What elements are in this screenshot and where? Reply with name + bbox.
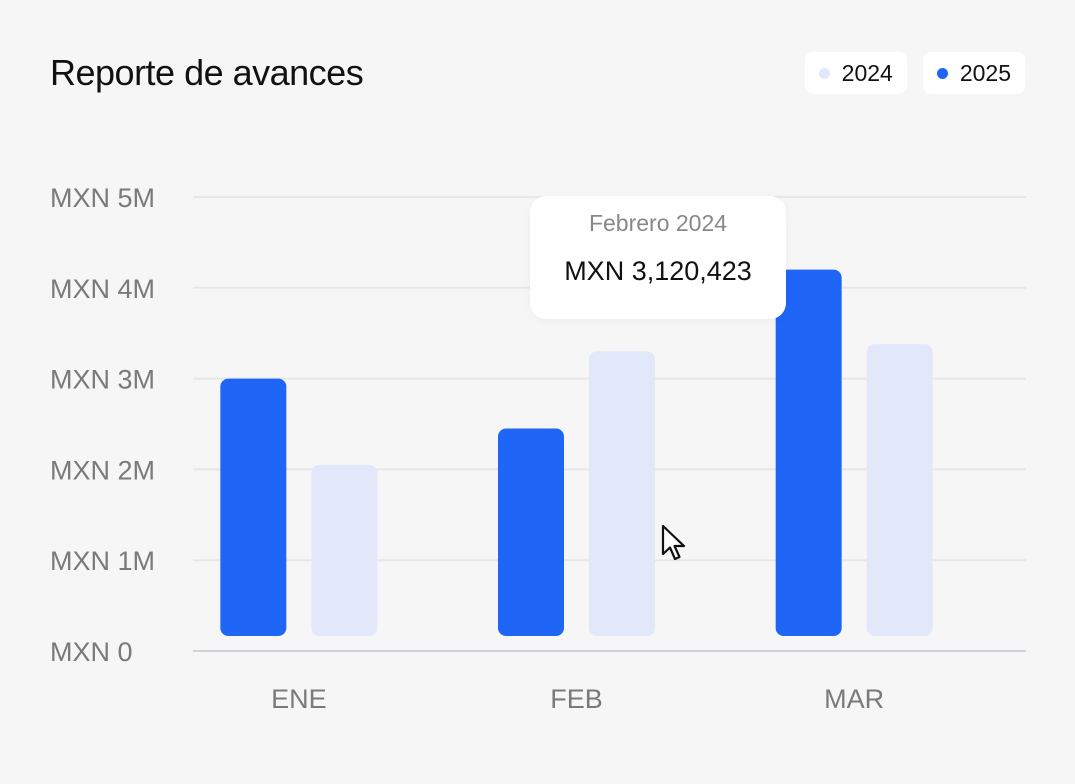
bar-feb-2025[interactable]	[498, 428, 564, 636]
bar-mar-2024[interactable]	[866, 344, 933, 636]
y-tick-label: MXN 5M	[50, 183, 155, 213]
bar-ene-2025[interactable]	[220, 378, 287, 636]
legend-label-2024: 2024	[841, 59, 893, 86]
y-tick-label: MXN 1M	[50, 546, 155, 576]
legend: 2024 2025	[804, 52, 1025, 94]
chart-title: Reporte de avances	[50, 52, 364, 93]
x-tick-label: FEB	[550, 684, 603, 714]
y-tick-label: MXN 4M	[50, 274, 155, 304]
tooltip-label: Febrero 2024	[588, 210, 728, 236]
tooltip: Febrero 2024 MXN 3,120,423	[530, 196, 786, 319]
bar-ene-2024[interactable]	[311, 464, 378, 636]
legend-item-2024[interactable]: 2024	[804, 52, 907, 94]
mouse-pointer-icon	[661, 524, 686, 561]
tooltip-value: MXN 3,120,423	[564, 256, 752, 286]
y-tick-label: MXN 2M	[50, 455, 155, 485]
x-tick-label: ENE	[271, 684, 327, 714]
bar-mar-2025[interactable]	[775, 269, 842, 636]
legend-label-2025: 2025	[959, 59, 1011, 86]
y-tick-label: MXN 3M	[50, 365, 155, 395]
bar-feb-2024[interactable]	[589, 351, 655, 636]
x-tick-label: MAR	[824, 684, 884, 714]
legend-dot-2024	[818, 67, 830, 79]
legend-item-2025[interactable]: 2025	[922, 52, 1025, 94]
y-tick-label: MXN 0	[50, 637, 133, 667]
legend-dot-2025	[936, 67, 948, 79]
